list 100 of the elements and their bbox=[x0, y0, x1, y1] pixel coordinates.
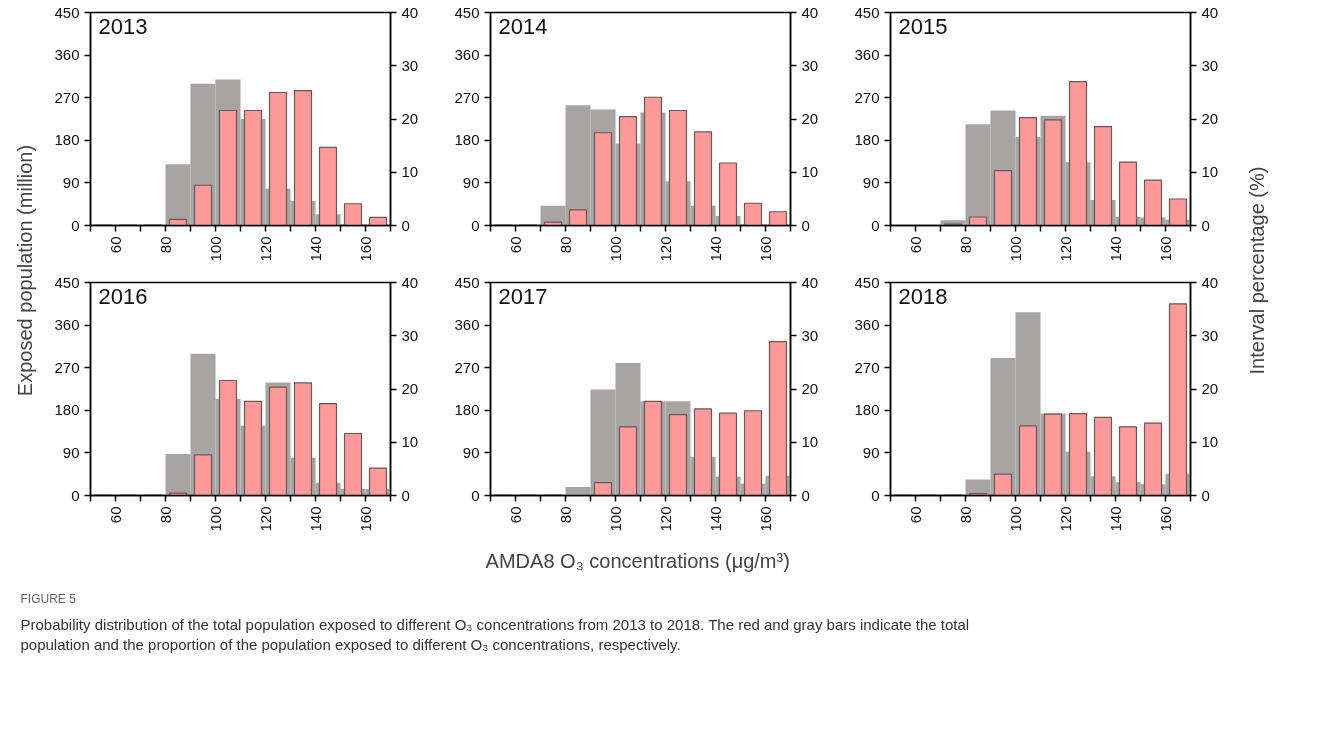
x-tick-label: 60 bbox=[906, 506, 924, 524]
y-tick-label: 450 bbox=[454, 3, 480, 21]
y-tick-label: 0 bbox=[71, 216, 80, 234]
y-tick-label: 450 bbox=[854, 3, 880, 21]
y-tick-label: 360 bbox=[454, 46, 480, 64]
y-tick-label: 0 bbox=[471, 486, 480, 504]
x-tick-label: 140 bbox=[1106, 506, 1124, 532]
x-tick-label: 160 bbox=[356, 506, 374, 532]
chart-title: 2016 bbox=[98, 283, 148, 309]
y-tick-label: 270 bbox=[854, 358, 880, 376]
x-tick-label: 140 bbox=[306, 506, 324, 532]
caption: FIGURE 5 bbox=[20, 591, 77, 606]
y2-tick-label: 20 bbox=[1201, 110, 1219, 127]
x-tick-label: 60 bbox=[506, 506, 524, 524]
y2-tick-label: 40 bbox=[401, 273, 419, 291]
x-tick-label: 140 bbox=[306, 236, 324, 262]
y-tick-label: 360 bbox=[854, 316, 880, 334]
chart-title: 2017 bbox=[498, 283, 548, 309]
y2-tick-label: 40 bbox=[801, 273, 819, 291]
y2-tick-label: 10 bbox=[401, 163, 419, 181]
y-tick-label: 270 bbox=[854, 88, 880, 106]
x-tick-label: 100 bbox=[1006, 506, 1024, 532]
y-tick-label: 360 bbox=[854, 46, 880, 64]
text: Probability distribution of the total population exposed to different O₃ concentrations from 2013 to 2018. The red and gray bars indicate the total population and the proportion of the population exposed to different O₃ concentrations, respectively. bbox=[20, 615, 970, 654]
x-tick-label: 100 bbox=[206, 506, 224, 532]
x-tick-label: 80 bbox=[956, 236, 974, 254]
y2-tick-label: 30 bbox=[801, 56, 819, 74]
y2-tick-label: 0 bbox=[401, 486, 410, 504]
y-tick-label: 180 bbox=[454, 131, 480, 149]
chart-title: 2013 bbox=[98, 13, 148, 39]
y2-tick-label: 40 bbox=[801, 3, 819, 21]
y-tick-label: 360 bbox=[454, 316, 480, 334]
y-tick-label: 90 bbox=[462, 173, 480, 191]
y2-tick-label: 20 bbox=[401, 380, 419, 397]
y-tick-label: 90 bbox=[862, 173, 880, 191]
y-tick-label: 90 bbox=[62, 443, 80, 461]
x-axis-title: AMDA8 O₃ concentrations (μg/m³) bbox=[485, 549, 790, 572]
x-tick-label: 60 bbox=[506, 236, 524, 254]
y-tick-label: 0 bbox=[71, 486, 80, 504]
x-tick-label: 60 bbox=[106, 506, 124, 524]
x-tick-label: 80 bbox=[156, 236, 174, 254]
x-tick-label: 100 bbox=[606, 236, 624, 262]
x-tick-label: 160 bbox=[756, 506, 774, 532]
chart-title: 2015 bbox=[898, 13, 948, 39]
y2-tick-label: 40 bbox=[401, 3, 419, 21]
x-tick-label: 60 bbox=[106, 236, 124, 254]
y2-tick-label: 0 bbox=[801, 216, 810, 234]
y2-tick-label: 0 bbox=[801, 486, 810, 504]
y-tick-label: 450 bbox=[454, 273, 480, 291]
x-tick-label: 120 bbox=[1056, 506, 1074, 532]
y2-tick-label: 10 bbox=[801, 163, 819, 181]
y2-tick-label: 20 bbox=[801, 110, 819, 127]
y2-tick-label: 30 bbox=[1201, 326, 1219, 344]
y-tick-label: 180 bbox=[454, 401, 480, 419]
y-tick-label: 0 bbox=[471, 216, 480, 234]
y-tick-label: 0 bbox=[871, 216, 880, 234]
x-tick-label: 120 bbox=[656, 236, 674, 262]
y-tick-label: 450 bbox=[54, 273, 80, 291]
x-tick-label: 80 bbox=[556, 506, 574, 524]
y-tick-label: 0 bbox=[871, 486, 880, 504]
x-tick-label: 140 bbox=[1106, 236, 1124, 262]
y-tick-label: 180 bbox=[854, 131, 880, 149]
x-tick-label: 120 bbox=[656, 506, 674, 532]
y2-tick-label: 20 bbox=[401, 110, 419, 127]
y-tick-label: 360 bbox=[54, 316, 80, 334]
x-tick-label: 100 bbox=[206, 236, 224, 262]
x-tick-label: 60 bbox=[906, 236, 924, 254]
y-tick-label: 270 bbox=[54, 88, 80, 106]
y2-tick-label: 0 bbox=[1201, 486, 1210, 504]
y-tick-label: 450 bbox=[854, 273, 880, 291]
chart-title: 2014 bbox=[498, 13, 548, 39]
x-tick-label: 160 bbox=[356, 236, 374, 262]
y-tick-label: 360 bbox=[54, 46, 80, 64]
y2-tick-label: 30 bbox=[1201, 56, 1219, 74]
x-tick-label: 120 bbox=[256, 236, 274, 262]
x-tick-label: 120 bbox=[256, 506, 274, 532]
y2-tick-label: 0 bbox=[1201, 216, 1210, 234]
y-tick-label: 270 bbox=[54, 358, 80, 376]
x-tick-label: 140 bbox=[706, 506, 724, 532]
x-tick-label: 160 bbox=[1156, 236, 1174, 262]
chart-title: 2018 bbox=[898, 283, 948, 309]
x-tick-label: 160 bbox=[756, 236, 774, 262]
y2-tick-label: 20 bbox=[801, 380, 819, 397]
y-tick-label: 180 bbox=[54, 131, 80, 149]
y-tick-label: 450 bbox=[54, 3, 80, 21]
y-tick-label: 180 bbox=[854, 401, 880, 419]
y2-tick-label: 0 bbox=[401, 216, 410, 234]
y2-tick-label: 10 bbox=[801, 433, 819, 451]
x-tick-label: 80 bbox=[956, 506, 974, 524]
y2-tick-label: 30 bbox=[801, 326, 819, 344]
y2-tick-label: 30 bbox=[401, 326, 419, 344]
y-tick-label: 270 bbox=[454, 358, 480, 376]
x-tick-label: 120 bbox=[1056, 236, 1074, 262]
y2-tick-label: 40 bbox=[1201, 3, 1219, 21]
y2-axis-title: Interval percentage (%) bbox=[1245, 166, 1268, 375]
x-tick-label: 100 bbox=[606, 506, 624, 532]
y2-tick-label: 20 bbox=[1201, 380, 1219, 397]
x-tick-label: 160 bbox=[1156, 506, 1174, 532]
y-tick-label: 90 bbox=[62, 173, 80, 191]
y-tick-label: 90 bbox=[462, 443, 480, 461]
